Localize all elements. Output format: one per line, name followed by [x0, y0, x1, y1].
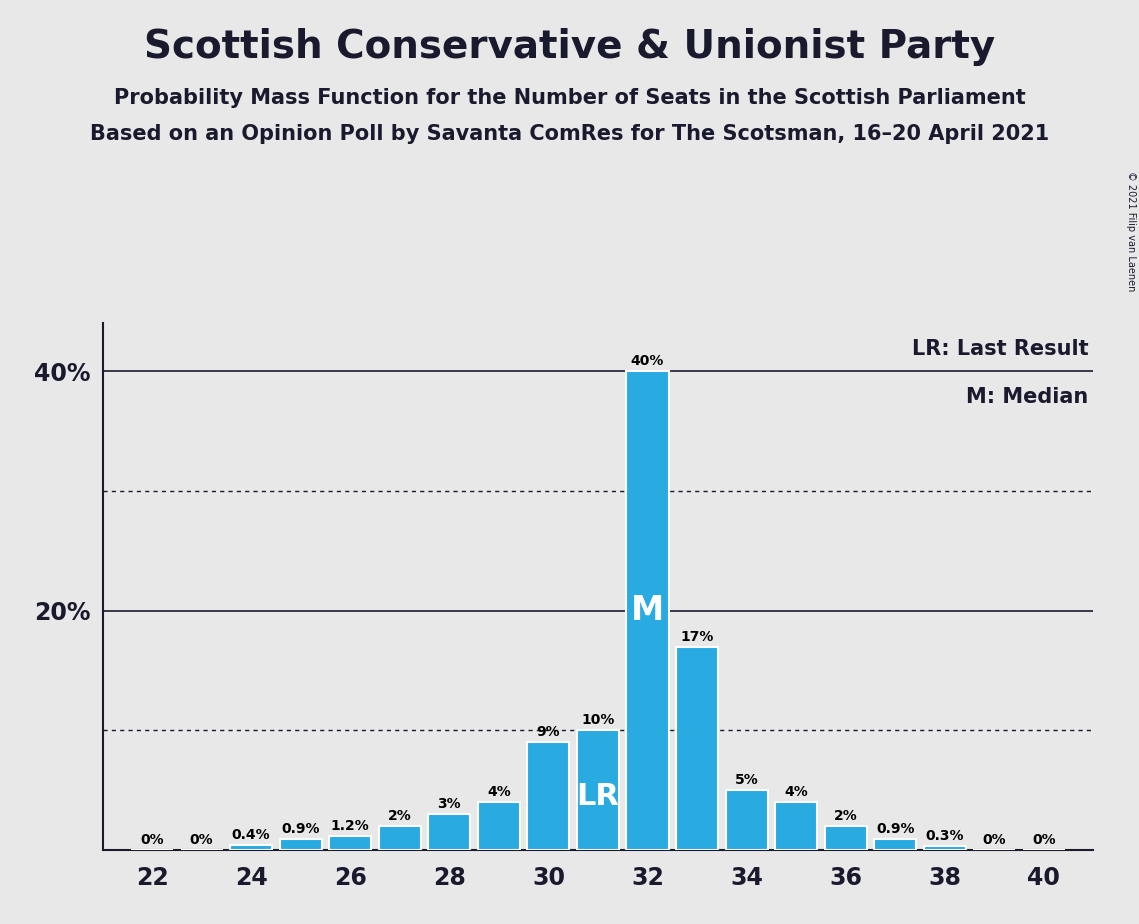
Text: 0%: 0%: [983, 833, 1006, 847]
Text: 9%: 9%: [536, 725, 560, 739]
Text: 0%: 0%: [140, 833, 164, 847]
Bar: [924, 846, 966, 850]
Bar: [527, 742, 570, 850]
Text: © 2021 Filip van Laenen: © 2021 Filip van Laenen: [1126, 171, 1136, 291]
Bar: [478, 802, 519, 850]
Bar: [677, 647, 718, 850]
Text: 0.9%: 0.9%: [876, 822, 915, 836]
Text: M: M: [631, 594, 664, 627]
Bar: [875, 839, 916, 850]
Text: 40%: 40%: [631, 354, 664, 369]
Text: 2%: 2%: [388, 809, 411, 823]
Text: Probability Mass Function for the Number of Seats in the Scottish Parliament: Probability Mass Function for the Number…: [114, 88, 1025, 108]
Bar: [230, 845, 272, 850]
Text: LR: Last Result: LR: Last Result: [912, 339, 1089, 359]
Bar: [776, 802, 817, 850]
Text: LR: LR: [576, 782, 620, 810]
Text: Scottish Conservative & Unionist Party: Scottish Conservative & Unionist Party: [144, 28, 995, 66]
Text: 0.3%: 0.3%: [926, 830, 964, 844]
Bar: [329, 835, 371, 850]
Bar: [726, 790, 768, 850]
Text: 2%: 2%: [834, 809, 858, 823]
Bar: [280, 839, 321, 850]
Text: 4%: 4%: [785, 785, 808, 799]
Bar: [626, 371, 669, 850]
Text: 17%: 17%: [680, 629, 714, 644]
Text: 3%: 3%: [437, 797, 461, 811]
Text: 0.4%: 0.4%: [232, 828, 270, 843]
Text: 0%: 0%: [190, 833, 213, 847]
Bar: [428, 814, 470, 850]
Bar: [825, 826, 867, 850]
Text: Based on an Opinion Poll by Savanta ComRes for The Scotsman, 16–20 April 2021: Based on an Opinion Poll by Savanta ComR…: [90, 124, 1049, 144]
Bar: [577, 730, 618, 850]
Text: 5%: 5%: [735, 773, 759, 787]
Text: 4%: 4%: [487, 785, 510, 799]
Bar: [379, 826, 420, 850]
Text: M: Median: M: Median: [966, 386, 1089, 407]
Text: 0%: 0%: [1032, 833, 1056, 847]
Text: 10%: 10%: [581, 713, 615, 727]
Text: 1.2%: 1.2%: [330, 819, 370, 833]
Text: 0.9%: 0.9%: [281, 822, 320, 836]
